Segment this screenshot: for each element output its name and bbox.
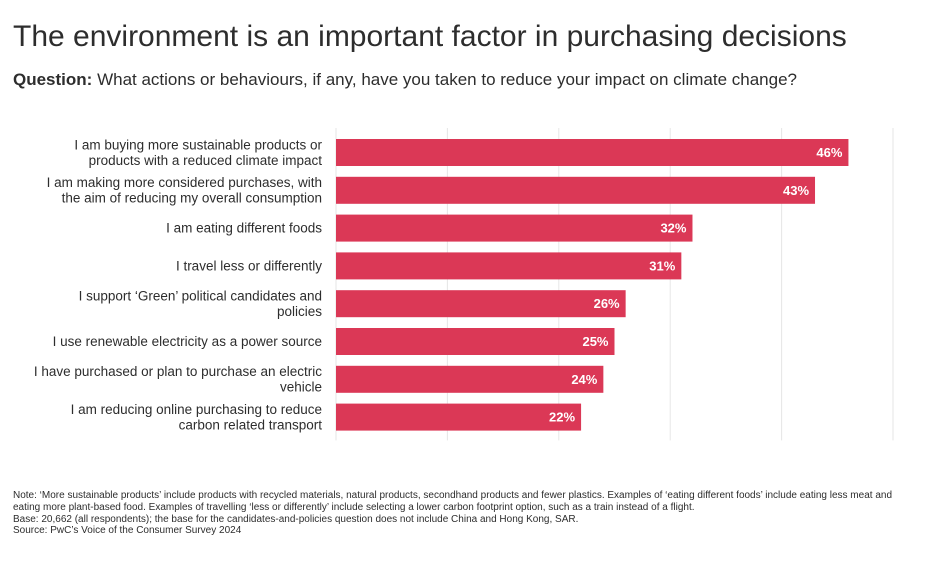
category-label-line: I am making more considered purchases, w… xyxy=(47,175,322,190)
bar xyxy=(336,328,615,355)
category-label-line: I have purchased or plan to purchase an … xyxy=(34,364,322,379)
data-label: 43% xyxy=(783,183,809,198)
data-label: 26% xyxy=(594,296,620,311)
category-label-line: the aim of reducing my overall consumpti… xyxy=(62,191,322,206)
chart-title: The environment is an important factor i… xyxy=(13,20,847,53)
data-label: 22% xyxy=(549,410,575,425)
bar xyxy=(336,252,682,280)
base-text: Base: 20,662 (all respondents); the base… xyxy=(13,513,579,525)
category-label: I support ‘Green’ political candidates a… xyxy=(79,288,323,319)
category-label: I am making more considered purchases, w… xyxy=(47,175,322,206)
chart-subtitle: Question: What actions or behaviours, if… xyxy=(13,69,797,91)
category-label: I am buying more sustainable products or… xyxy=(74,137,322,168)
bar xyxy=(336,290,626,318)
category-label-line: policies xyxy=(277,304,322,319)
data-label: 32% xyxy=(660,221,686,236)
subtitle-prefix: Question: xyxy=(13,70,93,89)
category-label: I am eating different foods xyxy=(166,221,322,236)
category-label-line: I am reducing online purchasing to reduc… xyxy=(71,402,322,417)
category-label-line: I am eating different foods xyxy=(166,221,322,236)
category-label-line: products with a reduced climate impact xyxy=(89,153,323,168)
bar xyxy=(336,139,849,166)
bar xyxy=(336,176,816,204)
category-label-line: carbon related transport xyxy=(179,417,323,432)
data-label: 25% xyxy=(582,334,608,349)
bar xyxy=(336,403,582,431)
category-label: I have purchased or plan to purchase an … xyxy=(34,364,322,395)
bar-chart: 46% I am buying more sustainable products… xyxy=(34,128,894,441)
source-text: Source: PwC’s Voice of the Consumer Surv… xyxy=(13,525,242,537)
category-label: I travel less or differently xyxy=(176,258,322,273)
category-label: I am reducing online purchasing to reduc… xyxy=(71,402,323,433)
data-label: 24% xyxy=(571,372,597,387)
category-label-line: vehicle xyxy=(280,380,322,395)
category-label: I use renewable electricity as a power s… xyxy=(53,334,322,349)
category-label-line: I use renewable electricity as a power s… xyxy=(53,334,322,349)
data-label: 46% xyxy=(816,145,842,160)
bar xyxy=(336,365,604,393)
footnotes: Note: ‘More sustainable products’ includ… xyxy=(13,490,913,537)
bar xyxy=(336,214,693,242)
category-label-line: I travel less or differently xyxy=(176,258,322,273)
category-label-line: I am buying more sustainable products or xyxy=(74,137,322,152)
data-label: 31% xyxy=(649,258,675,273)
subtitle-question: What actions or behaviours, if any, have… xyxy=(92,70,797,89)
note-text: Note: ‘More sustainable products’ includ… xyxy=(13,490,892,513)
category-label-line: I support ‘Green’ political candidates a… xyxy=(79,288,322,303)
